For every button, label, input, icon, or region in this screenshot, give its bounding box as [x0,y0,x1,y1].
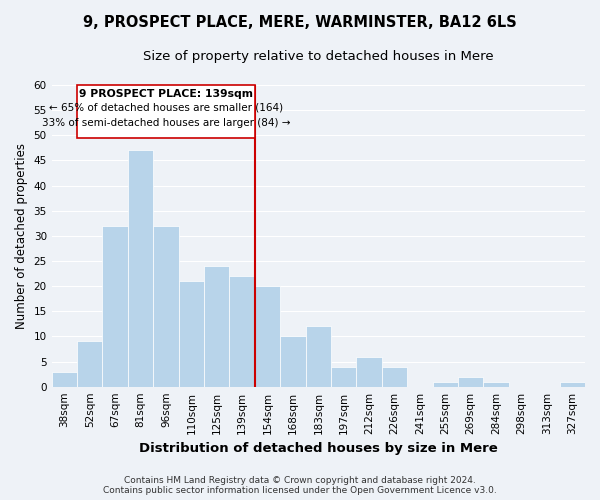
Text: 33% of semi-detached houses are larger (84) →: 33% of semi-detached houses are larger (… [42,118,290,128]
Bar [229,276,255,386]
Bar [280,336,305,386]
Text: 9 PROSPECT PLACE: 139sqm: 9 PROSPECT PLACE: 139sqm [79,89,253,99]
Bar [433,382,458,386]
Bar [52,372,77,386]
Bar [458,376,484,386]
Bar [305,326,331,386]
Text: ← 65% of detached houses are smaller (164): ← 65% of detached houses are smaller (16… [49,102,283,113]
Bar [331,366,356,386]
Bar [179,281,204,386]
Bar [560,382,585,386]
Y-axis label: Number of detached properties: Number of detached properties [15,143,28,329]
X-axis label: Distribution of detached houses by size in Mere: Distribution of detached houses by size … [139,442,498,455]
Title: Size of property relative to detached houses in Mere: Size of property relative to detached ho… [143,50,494,63]
Text: 9, PROSPECT PLACE, MERE, WARMINSTER, BA12 6LS: 9, PROSPECT PLACE, MERE, WARMINSTER, BA1… [83,15,517,30]
Bar [128,150,153,386]
Bar [103,226,128,386]
Bar [484,382,509,386]
Bar [356,356,382,386]
Bar [204,266,229,386]
Bar [382,366,407,386]
Bar [255,286,280,386]
Bar [153,226,179,386]
Text: Contains HM Land Registry data © Crown copyright and database right 2024.
Contai: Contains HM Land Registry data © Crown c… [103,476,497,495]
Bar [77,342,103,386]
Bar [77,85,255,138]
